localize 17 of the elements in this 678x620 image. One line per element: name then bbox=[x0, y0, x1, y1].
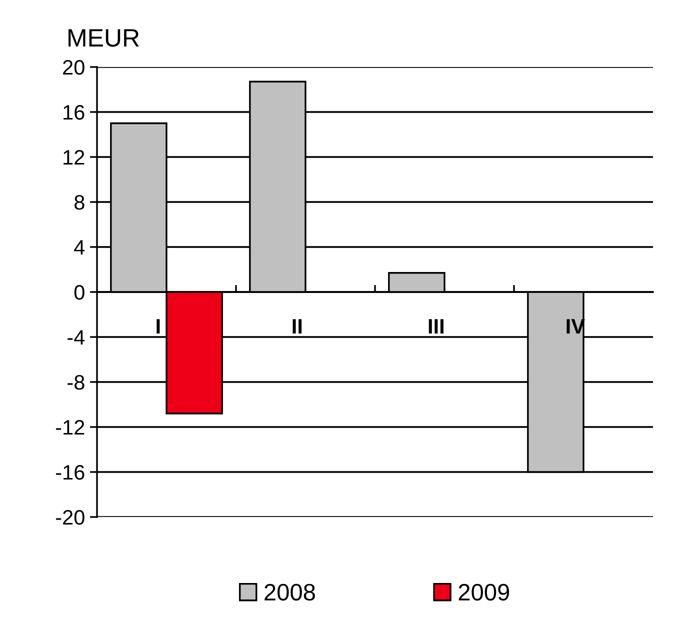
x-tick-label: III bbox=[428, 319, 444, 334]
y-tick-label: 0 bbox=[74, 285, 84, 300]
y-tick-label: -12 bbox=[56, 420, 84, 435]
legend-label: 2009 bbox=[458, 584, 510, 601]
y-tick-label: 16 bbox=[64, 105, 84, 120]
x-tick-label: I bbox=[156, 319, 160, 334]
y-tick-label: -4 bbox=[68, 330, 85, 345]
y-tick-label: 12 bbox=[64, 150, 84, 165]
y-axis-title: MEUR bbox=[68, 29, 139, 47]
y-tick-label: 20 bbox=[63, 60, 84, 75]
y-tick-label: -16 bbox=[56, 465, 84, 480]
y-tick-label: 4 bbox=[74, 240, 85, 255]
y-tick-label: -20 bbox=[56, 510, 84, 525]
y-tick-label: -8 bbox=[68, 375, 84, 390]
x-tick-label: II bbox=[292, 319, 302, 334]
legend-label: 2008 bbox=[264, 584, 315, 601]
y-tick-label: 8 bbox=[74, 195, 84, 210]
